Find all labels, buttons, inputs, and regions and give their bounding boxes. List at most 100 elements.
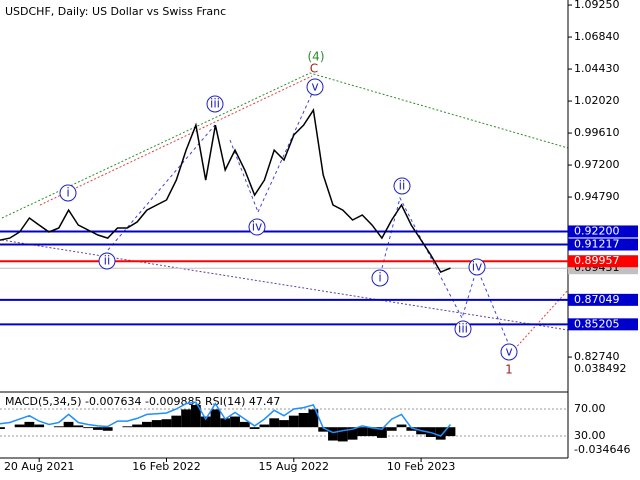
y-tick-label: 1.09250 (574, 0, 620, 11)
y2-tick-label: 0.038492 (574, 362, 627, 375)
wave-label: iv (472, 260, 482, 274)
y-tick-label: 30.00 (574, 429, 606, 442)
wave-label: iii (458, 322, 468, 336)
level-label: 0.91217 (574, 238, 620, 251)
macd-bar (435, 427, 446, 440)
level-label: 0.89957 (574, 254, 620, 267)
macd-bar (328, 427, 338, 441)
x-tick-label: 10 Feb 2023 (387, 460, 455, 473)
macd-bar (93, 427, 103, 430)
macd-bar (73, 425, 84, 428)
macd-bar (308, 409, 319, 428)
macd-bar (357, 427, 368, 437)
wave-label: 1 (505, 363, 513, 377)
macd-bar (83, 427, 94, 429)
y-tick-label: 0.82740 (574, 350, 620, 363)
wave-label: ii (104, 254, 111, 268)
wave-circle (500, 343, 518, 361)
macd-bar (337, 427, 348, 442)
macd-bar (24, 421, 35, 428)
macd-bar (259, 424, 270, 428)
macd-bar (386, 427, 397, 431)
macd-bar (288, 415, 299, 428)
wave-label: iii (210, 97, 220, 111)
trend-line (257, 86, 316, 213)
y-tick-label: 0.97200 (574, 158, 620, 171)
level-box (568, 293, 638, 306)
macd-bar (132, 424, 142, 428)
trend-line (1, 239, 569, 331)
level-label: 0.85205 (574, 317, 620, 330)
wave-circle (248, 218, 266, 236)
wave-circle (59, 184, 77, 202)
macd-bar (279, 420, 289, 428)
level-label: 0.92200 (574, 224, 620, 237)
macd-bar (53, 426, 64, 428)
trend-line (381, 196, 510, 346)
macd-bar (445, 427, 456, 437)
macd-bar (367, 427, 378, 437)
y-tick-label: 1.06840 (574, 30, 620, 43)
macd-bar (63, 421, 74, 428)
y2-tick-label: -0.034646 (574, 443, 630, 456)
wave-label: i (378, 271, 381, 285)
trend-line (1, 72, 569, 219)
level-box (568, 255, 638, 268)
macd-bar (14, 424, 25, 428)
macd-bar (220, 418, 231, 428)
y-tick-label: 1.04430 (574, 62, 620, 75)
macd-bar (230, 416, 240, 428)
macd-bar (318, 427, 329, 432)
macd-bar (200, 416, 211, 428)
level-box (568, 318, 638, 331)
y-tick-label: 0.94790 (574, 190, 620, 203)
wave-circle (206, 95, 224, 113)
macd-bar (0, 427, 5, 429)
macd-bar (210, 409, 221, 428)
wave-circle (306, 78, 324, 96)
wave-label: v (311, 80, 318, 94)
wave-label: (4) (308, 50, 325, 64)
x-tick-label: 15 Aug 2022 (259, 460, 329, 473)
x-tick-label: 20 Aug 2021 (4, 460, 74, 473)
wave-circle (454, 320, 472, 338)
level-box (568, 238, 638, 251)
macd-bar (406, 427, 417, 431)
macd-bar (151, 420, 162, 428)
wave-label: v (505, 345, 512, 359)
rsi-line (0, 401, 452, 437)
macd-bar (396, 424, 407, 428)
wave-label: i (66, 186, 69, 200)
wave-circle (98, 252, 116, 270)
macd-bar (34, 424, 45, 428)
wave-label: C (310, 62, 318, 76)
macd-bar (142, 421, 152, 428)
chart-title: USDCHF, Daily: US Dollar vs Swiss Franc (5, 5, 226, 18)
macd-bar (269, 418, 280, 428)
macd-bar (102, 427, 113, 431)
y-tick-label: 1.02020 (574, 94, 620, 107)
wave-label: iv (252, 220, 262, 234)
wave-label: ii (399, 179, 406, 193)
macd-bar (161, 419, 172, 428)
y-tick-label: 0.99610 (574, 126, 620, 139)
macd-bar (239, 421, 250, 428)
macd-bar (190, 404, 201, 428)
macd-bar (377, 427, 387, 438)
wave-circle (393, 177, 411, 195)
x-tick-label: 16 Feb 2022 (132, 460, 200, 473)
wave-circle (371, 269, 389, 287)
indicator-title: MACD(5,34,5) -0.007634 -0.009885 RSI(14)… (5, 395, 280, 408)
macd-bar (249, 427, 260, 429)
y-tick-label: 70.00 (574, 402, 606, 415)
macd-bar (298, 412, 309, 428)
macd-bar (171, 415, 182, 428)
wave-circle (468, 258, 486, 276)
level-box (568, 225, 638, 238)
macd-bar (122, 426, 133, 428)
level-label: 0.87049 (574, 293, 620, 306)
price-line (0, 108, 451, 274)
